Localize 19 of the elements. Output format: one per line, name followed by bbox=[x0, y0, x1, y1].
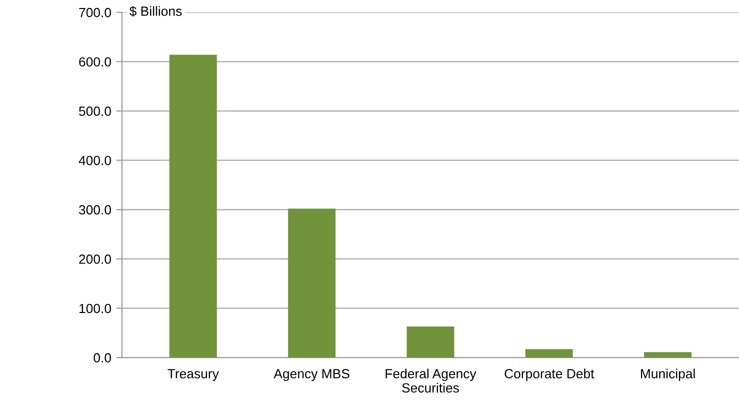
x-tick-label: Federal Agency Securities bbox=[386, 368, 476, 393]
x-tick-label: Corporate Debt bbox=[504, 368, 594, 381]
y-tick-label: 100.0 bbox=[80, 304, 112, 314]
y-tick-label: 0.0 bbox=[94, 353, 112, 362]
y-tick-label: 300.0 bbox=[79, 205, 112, 215]
y-tick-label: 600.0 bbox=[79, 57, 112, 67]
y-tick-label: 700.0 bbox=[79, 8, 112, 18]
bar bbox=[406, 326, 454, 358]
y-tick-label: 400.0 bbox=[78, 156, 112, 166]
y-axis-title: $ Billions bbox=[129, 6, 182, 17]
x-tick-label: Treasury bbox=[168, 369, 219, 381]
x-tick-label: Municipal bbox=[641, 368, 695, 381]
y-tick-label: 200.0 bbox=[79, 254, 112, 264]
bar bbox=[169, 54, 217, 358]
y-tick-label: 500.0 bbox=[79, 106, 112, 116]
bar bbox=[288, 208, 336, 358]
bar bbox=[525, 349, 573, 358]
x-tick-label: Agency MBS bbox=[274, 369, 350, 381]
bar bbox=[644, 352, 692, 358]
